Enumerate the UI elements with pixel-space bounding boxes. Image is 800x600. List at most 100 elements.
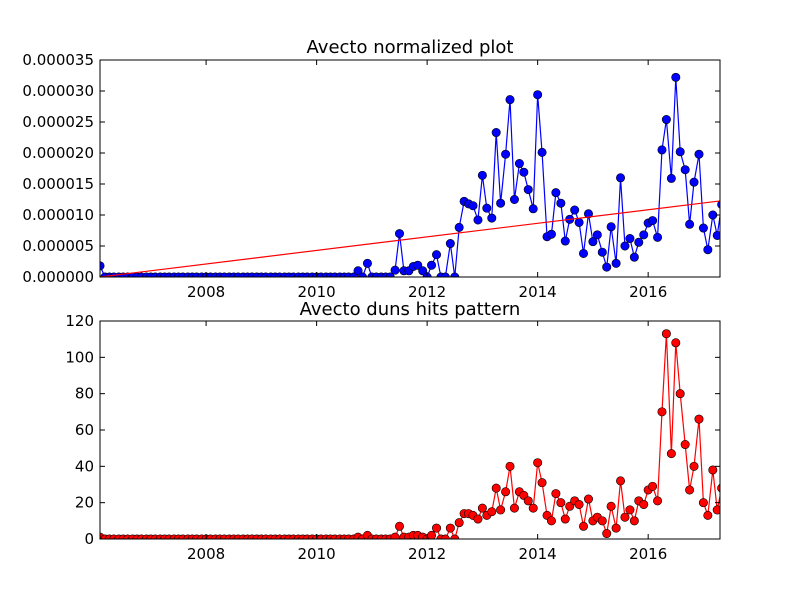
- normalized-series-1-line: [100, 200, 720, 277]
- duns-hits-data-point: [454, 518, 464, 528]
- duns-hits-data-point: [708, 465, 718, 475]
- normalized-data-point: [533, 90, 543, 100]
- normalized-data-point: [648, 216, 658, 226]
- duns-hits-plot-area: [100, 329, 730, 539]
- normalized-data-point: [556, 198, 566, 208]
- normalized-data-point: [722, 243, 730, 251]
- duns-hits-data-point: [427, 530, 437, 539]
- duns-hits-data-point: [528, 503, 538, 513]
- duns-hits-data-point: [657, 407, 667, 417]
- normalized-data-point: [418, 266, 428, 276]
- normalized-data-point: [579, 248, 589, 258]
- normalized-data-point: [694, 149, 704, 159]
- normalized-frame: [99, 59, 721, 278]
- duns-hits-data-point: [685, 485, 695, 495]
- normalized-data-point: [611, 258, 621, 268]
- normalized-y-tick-label: 0.000000: [22, 268, 94, 286]
- duns-hits-data-point: [487, 507, 497, 517]
- normalized-data-point: [432, 250, 442, 260]
- normalized-data-point: [482, 203, 492, 213]
- normalized-data-point: [712, 230, 720, 240]
- normalized-data-point: [680, 165, 690, 175]
- duns-hits-data-point: [505, 461, 515, 471]
- duns-hits-x-tick-label: 2008: [187, 545, 225, 563]
- duns-hits-x-tick-label: 2016: [629, 545, 667, 563]
- duns-hits-data-point: [556, 498, 566, 508]
- normalized-data-point: [491, 128, 501, 138]
- duns-hits-data-point: [445, 523, 455, 533]
- duns-hits-y-tick-label: 100: [65, 348, 94, 366]
- duns-hits-title: Avecto duns hits pattern: [300, 299, 521, 320]
- normalized-data-point: [685, 219, 695, 229]
- normalized-y-tick-label: 0.000015: [22, 175, 94, 193]
- duns-hits-data-point: [551, 489, 561, 499]
- normalized-data-point: [639, 230, 649, 240]
- duns-hits-x-tick-label: 2014: [519, 545, 557, 563]
- duns-hits-data-point: [629, 516, 639, 526]
- normalized-data-point: [703, 245, 713, 255]
- duns-hits-data-point: [509, 503, 519, 513]
- normalized-plot-panel: Avecto normalized plot 2008 2010 2012 2014 2…: [22, 37, 730, 301]
- normalized-data-point: [546, 229, 556, 239]
- duns-hits-data-point: [491, 483, 501, 493]
- duns-hits-data-point: [698, 498, 708, 508]
- normalized-plot-title: Avecto normalized plot: [307, 37, 514, 58]
- normalized-data-point: [592, 230, 602, 240]
- normalized-data-point: [666, 173, 676, 183]
- normalized-x-tick-label: 2016: [629, 283, 667, 301]
- duns-hits-data-point: [574, 499, 584, 509]
- duns-hits-data-point: [722, 524, 730, 532]
- duns-hits-x-tick-label: 2012: [408, 545, 446, 563]
- duns-hits-x-tick-label: 2010: [298, 545, 336, 563]
- normalized-data-point: [583, 209, 593, 219]
- normalized-data-point: [689, 177, 699, 187]
- normalized-y-tick-label: 0.000005: [22, 237, 94, 255]
- normalized-data-point: [496, 198, 506, 208]
- duns-hits-data-point: [473, 514, 483, 524]
- duns-hits-data-point: [597, 516, 607, 526]
- duns-hits-data-point: [639, 499, 649, 509]
- duns-hits-data-point: [653, 496, 663, 506]
- normalized-data-point: [717, 200, 720, 209]
- duns-hits-data-point: [625, 505, 635, 515]
- normalized-data-point: [634, 237, 644, 247]
- normalized-data-point: [528, 204, 538, 214]
- normalized-data-point: [657, 145, 667, 155]
- duns-hits-data-point: [533, 458, 543, 468]
- duns-hits-data-point: [703, 510, 713, 520]
- duns-hits-y-tick-label: 40: [75, 457, 94, 475]
- normalized-data-point: [620, 241, 630, 251]
- duns-hits-data-point: [680, 440, 690, 450]
- duns-hits-y-tick-label: 80: [75, 385, 94, 403]
- normalized-x-tick-label: 2012: [408, 283, 446, 301]
- duns-hits-y-tick-label: 60: [75, 421, 94, 439]
- normalized-series-0-line: [100, 77, 720, 277]
- normalized-data-point: [537, 147, 547, 157]
- duns-hits-data-point: [671, 338, 681, 348]
- duns-hits-data-point: [496, 505, 506, 515]
- normalized-data-point: [625, 234, 635, 244]
- normalized-data-point: [514, 159, 524, 169]
- normalized-data-point: [505, 95, 515, 105]
- normalized-y-tick-label: 0.000025: [22, 113, 94, 131]
- duns-hits-y-tick-label: 120: [65, 312, 94, 330]
- normalized-plot-area: [100, 72, 730, 277]
- normalized-data-point: [588, 237, 598, 247]
- normalized-data-point: [413, 260, 423, 270]
- normalized-data-point: [477, 170, 487, 180]
- normalized-plot-axes: 2008 2010 2012 2014 2016 0.000000 0.000005 0.00…: [22, 51, 721, 301]
- normalized-data-point: [390, 265, 400, 275]
- normalized-data-point: [519, 167, 529, 177]
- duns-hits-data-point: [661, 329, 671, 339]
- duns-hits-data-point: [689, 461, 699, 471]
- normalized-data-point: [653, 232, 663, 242]
- normalized-data-point: [473, 215, 483, 225]
- normalized-data-point: [675, 147, 685, 157]
- duns-hits-data-point: [579, 521, 589, 531]
- duns-hits-data-point: [606, 501, 616, 511]
- normalized-x-tick-label: 2008: [187, 283, 225, 301]
- normalized-x-tick-label: 2014: [519, 283, 557, 301]
- normalized-x-tick-label: 2010: [298, 283, 336, 301]
- normalized-data-point: [509, 195, 519, 205]
- normalized-data-point: [445, 239, 455, 249]
